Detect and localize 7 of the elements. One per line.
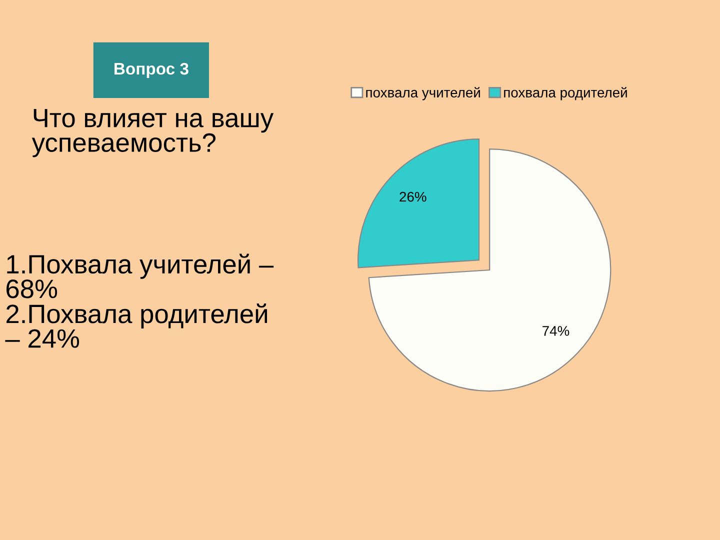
text: Что влияет на вашу успеваемость? (32, 108, 274, 158)
legend-label: похвала учителей (366, 87, 480, 100)
text: 1.Похвала учителей – 68% 2.Похвала родителей – 24% (5, 254, 274, 348)
legend-label: похвала родителей (504, 87, 627, 100)
text: Вопрос 3 (114, 62, 188, 78)
data-label: 26% (400, 192, 426, 202)
data-label: 74% (542, 326, 570, 336)
